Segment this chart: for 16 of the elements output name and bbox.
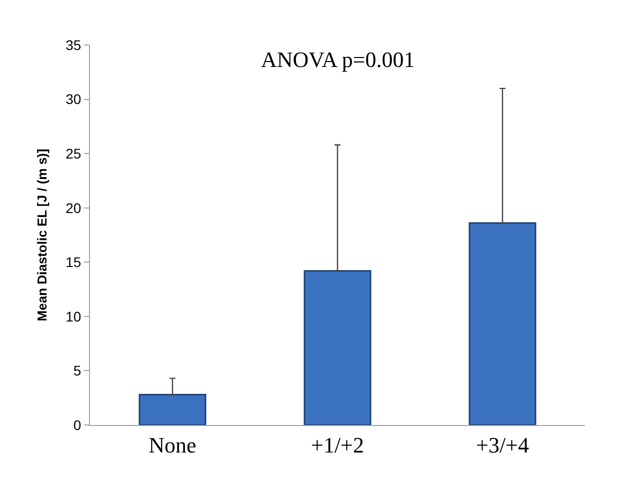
bar bbox=[304, 270, 372, 425]
y-tick-label: 20 bbox=[66, 200, 82, 216]
x-tick-label: +1/+2 bbox=[311, 432, 364, 458]
bar bbox=[468, 222, 536, 425]
y-tick-label: 0 bbox=[73, 416, 82, 433]
y-tick-label: 10 bbox=[66, 308, 82, 324]
y-tick-label: 25 bbox=[66, 145, 82, 162]
y-tick-label: 30 bbox=[66, 91, 82, 108]
y-axis-title: Mean Diastolic EL [J / (m s)] bbox=[34, 148, 50, 322]
x-tick-label: None bbox=[148, 432, 196, 458]
y-tick-label: 5 bbox=[73, 362, 82, 379]
x-tick-label: +3/+4 bbox=[476, 432, 529, 458]
annotation: ANOVA p=0.001 bbox=[261, 47, 415, 72]
y-tick-label: 35 bbox=[66, 36, 82, 53]
y-tick-label: 15 bbox=[66, 254, 82, 270]
bar bbox=[138, 394, 206, 425]
